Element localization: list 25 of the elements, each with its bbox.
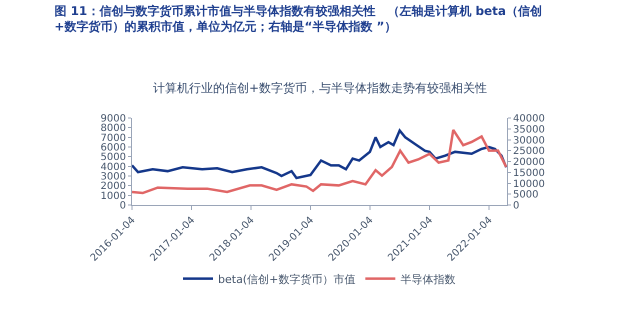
- chart-title: 图 11：信创与数字货币累计市值与半导体指数有较强相关性 （左轴是计算机 beta（信创+数字货币）的累积市值，单位为亿元；右轴是“半导体指数 ”）: [54, 4, 542, 34]
- legend-label: 半导体指数: [400, 272, 456, 286]
- y-tick-label: 0: [120, 200, 126, 212]
- y-tick-label: 7000: [100, 132, 126, 144]
- y2-tick-label: 35000: [513, 124, 545, 136]
- y2-tick-label: 15000: [513, 168, 545, 179]
- y-tick-label: 9000: [100, 114, 126, 124]
- line-series: [132, 129, 507, 180]
- line-series: [132, 128, 507, 194]
- y2-tick-label: 5000: [513, 190, 538, 201]
- y2-tick-label: 30000: [513, 135, 545, 146]
- y-tick-label: 2000: [100, 181, 126, 192]
- y2-tick-label: 25000: [513, 146, 545, 158]
- y-tick-label: 3000: [100, 172, 126, 182]
- y-tick-label: 8000: [100, 123, 126, 134]
- chart-subtitle: 计算机行业的信创+数字货币，与半导体指数走势有较强相关性: [153, 81, 488, 95]
- y-tick-label: 5000: [100, 152, 126, 164]
- y-tick-label: 6000: [100, 142, 126, 154]
- y2-tick-label: 0: [513, 200, 520, 212]
- y2-tick-label: 40000: [513, 114, 545, 124]
- y2-tick-label: 10000: [513, 178, 545, 190]
- y-tick-label: 4000: [100, 162, 126, 173]
- legend-label: beta(信创+数字货币）市值: [218, 272, 356, 286]
- y-tick-label: 1000: [100, 190, 126, 202]
- y2-tick-label: 20000: [513, 157, 545, 168]
